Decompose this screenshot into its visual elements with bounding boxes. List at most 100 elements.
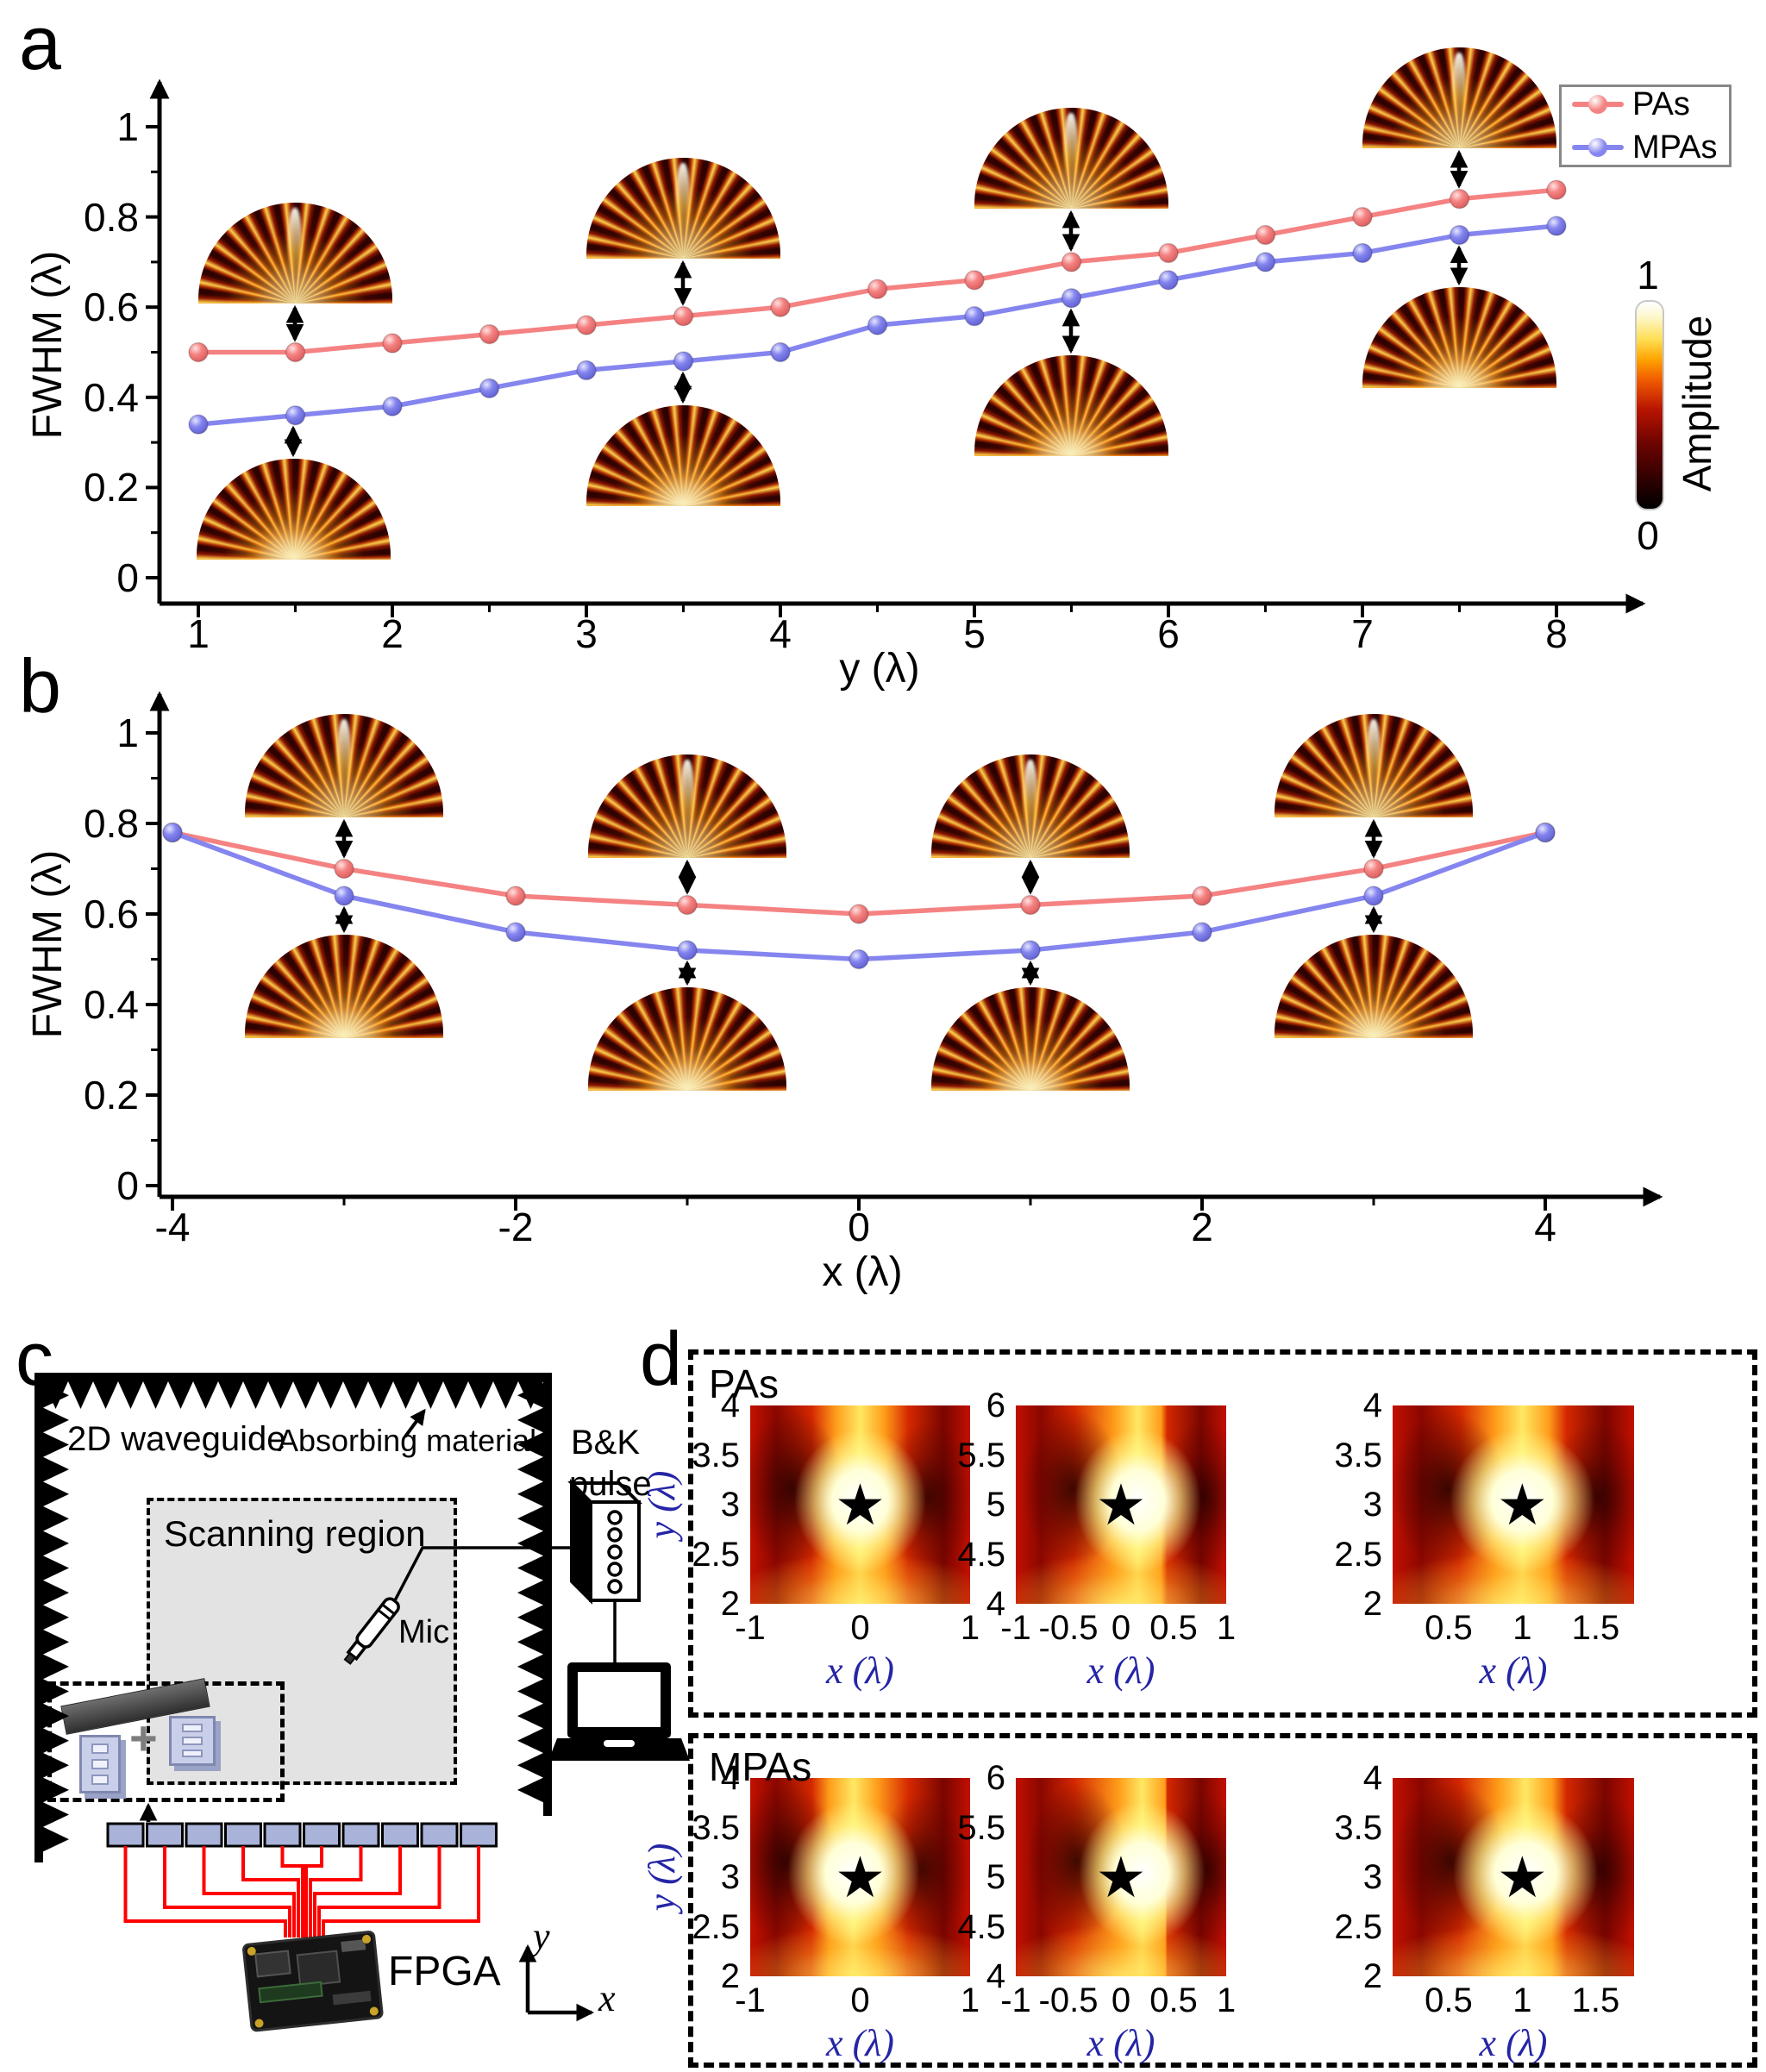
field-map-inset-top	[931, 754, 1130, 858]
panel-b-ytick: 0.6	[84, 892, 139, 936]
panel-a-yaxis-label: FWHM (λ)	[25, 250, 71, 440]
panel-d-ytick: 4.5	[957, 1535, 1005, 1574]
panel-d-xlabel: x (λ)	[826, 1649, 894, 1692]
panel-d-xtick: 0	[850, 1981, 870, 2019]
panel-a-xtick: 8	[1545, 611, 1568, 656]
panel-d-xtick: 0	[1111, 1981, 1131, 2019]
panel-b-xtick: 0	[848, 1205, 870, 1249]
meta-block-right	[169, 1716, 216, 1766]
panel-a-xtick: 2	[381, 611, 404, 656]
panel-d-ytick: 4	[986, 1957, 1005, 1995]
absorbing-material-label: Absorbing material	[278, 1423, 537, 1458]
field-map-inset-top	[974, 108, 1168, 209]
field-map-inset-bottom	[588, 987, 786, 1091]
field-map-inset-bottom	[245, 935, 443, 1038]
panel-d-xlabel: x (λ)	[1087, 1649, 1155, 1692]
legend-label: PAs	[1632, 86, 1690, 122]
heatmap-plot	[1393, 1778, 1634, 1976]
field-map-inset-bottom	[1274, 935, 1473, 1038]
fpga-label: FPGA	[388, 1949, 501, 1994]
panel-d-ytick: 2.5	[692, 1907, 740, 1946]
panel-a-xtick: 3	[575, 611, 598, 656]
block-hole	[91, 1743, 110, 1754]
legend-line-sample	[1572, 95, 1624, 114]
panel-d-xtick: 1	[1512, 1609, 1532, 1647]
panel-d-ytick: 2.5	[1334, 1907, 1382, 1946]
panel-a-xtick: 5	[963, 611, 986, 656]
panel-d-ytick: 6	[986, 1387, 1005, 1424]
panel-b-ytick: 0.2	[84, 1073, 139, 1117]
legend-label: MPAs	[1632, 129, 1718, 166]
panel-a-ytick: 0.4	[84, 374, 139, 420]
colorbar-min-label: 0	[1637, 513, 1659, 558]
panel-b-xaxis-label: x (λ)	[822, 1249, 903, 1295]
panel-d-xlabel: x (λ)	[1479, 1649, 1548, 1692]
panel-d-xtick: -0.5	[1038, 1609, 1099, 1647]
panel-d-ytick: 4	[1362, 1759, 1382, 1797]
panel-a-ytick: 0.8	[84, 194, 139, 240]
panel-d-xtick: 1	[1216, 1981, 1237, 2019]
panel-d-ylabel: y (λ)	[641, 1470, 683, 1539]
legend-item-mpas: MPAs	[1572, 131, 1719, 164]
panel-d-ytick: 4	[1362, 1387, 1382, 1424]
plus-sign: +	[129, 1711, 158, 1765]
panel-d-ytick: 4.5	[957, 1907, 1005, 1946]
panel-a-ytick: 0.2	[84, 465, 139, 510]
field-map-inset-top	[197, 203, 392, 304]
bk-pulse-label-line1: B&K	[571, 1424, 641, 1462]
legend-marker-icon	[1588, 95, 1607, 114]
panel-d-xtick: -1	[1000, 1981, 1031, 2019]
panel-d-xtick: 1.5	[1571, 1609, 1620, 1647]
coord-y-label: y	[533, 1915, 550, 1957]
panel-d-ytick: 2	[720, 1585, 740, 1623]
panel-d-ytick: 3.5	[1334, 1808, 1382, 1847]
panel-d-row1-title: PAs	[709, 1362, 779, 1406]
panel-d-ytick: 3.5	[692, 1808, 740, 1847]
legend-line-sample	[1572, 138, 1624, 157]
panel-c-label: c	[16, 1316, 53, 1401]
field-map-inset-top	[1274, 714, 1473, 817]
panel-d-ytick: 3.5	[692, 1436, 740, 1474]
field-map-inset-bottom	[931, 987, 1130, 1091]
panel-a-ytick: 0	[116, 555, 139, 600]
panel-d-xtick: -0.5	[1038, 1981, 1099, 2019]
heatmap-plot	[750, 1405, 970, 1604]
panel-d-xtick: 1	[1512, 1981, 1532, 2019]
field-map-inset-top	[1362, 47, 1556, 148]
panel-a-xtick: 7	[1351, 611, 1374, 656]
block-hole	[91, 1775, 110, 1785]
waveguide-label: 2D waveguide	[67, 1420, 286, 1458]
panel-d-ytick: 5	[986, 1486, 1005, 1524]
panel-d-xtick: 0	[1111, 1609, 1131, 1647]
panel-b-xtick: 4	[1534, 1205, 1556, 1249]
panel-d-ytick: 5.5	[957, 1436, 1005, 1474]
block-hole	[91, 1759, 110, 1769]
panel-d-xtick: -1	[1000, 1609, 1031, 1647]
panel-a-xtick: 4	[769, 611, 792, 656]
panel-d-ytick: 4	[720, 1759, 740, 1797]
panel-d-ytick: 4	[720, 1387, 740, 1424]
field-map-inset-bottom	[196, 459, 391, 560]
legend-marker-icon	[1588, 138, 1607, 157]
panel-d-xlabel: x (λ)	[826, 2022, 894, 2064]
panel-a-xtick: 1	[187, 611, 210, 656]
panel-a-label: a	[19, 0, 61, 85]
meta-block-left	[79, 1735, 121, 1793]
panel-d-ytick: 2.5	[692, 1535, 740, 1574]
fpga-board	[242, 1931, 384, 2032]
panel-d-ytick: 2	[720, 1957, 740, 1995]
panel-d-ytick: 4	[986, 1585, 1005, 1623]
panel-d-label: d	[640, 1316, 682, 1401]
panel-a-ytick: 0.6	[84, 285, 139, 330]
panel-a-xaxis-label: y (λ)	[839, 646, 920, 692]
panel-d-ytick: 5.5	[957, 1808, 1005, 1847]
panel-d-xtick: 1.5	[1571, 1981, 1620, 2019]
heatmap-plot	[1016, 1778, 1226, 1976]
block-hole	[182, 1749, 203, 1758]
panel-d-xtick: -1	[735, 1609, 766, 1647]
panel-d-ylabel: y (λ)	[641, 1843, 683, 1912]
coord-x-label: x	[598, 1977, 616, 2019]
panel-b-yaxis-label: FWHM (λ)	[25, 849, 71, 1039]
panel-d-ytick: 3	[1362, 1858, 1382, 1896]
